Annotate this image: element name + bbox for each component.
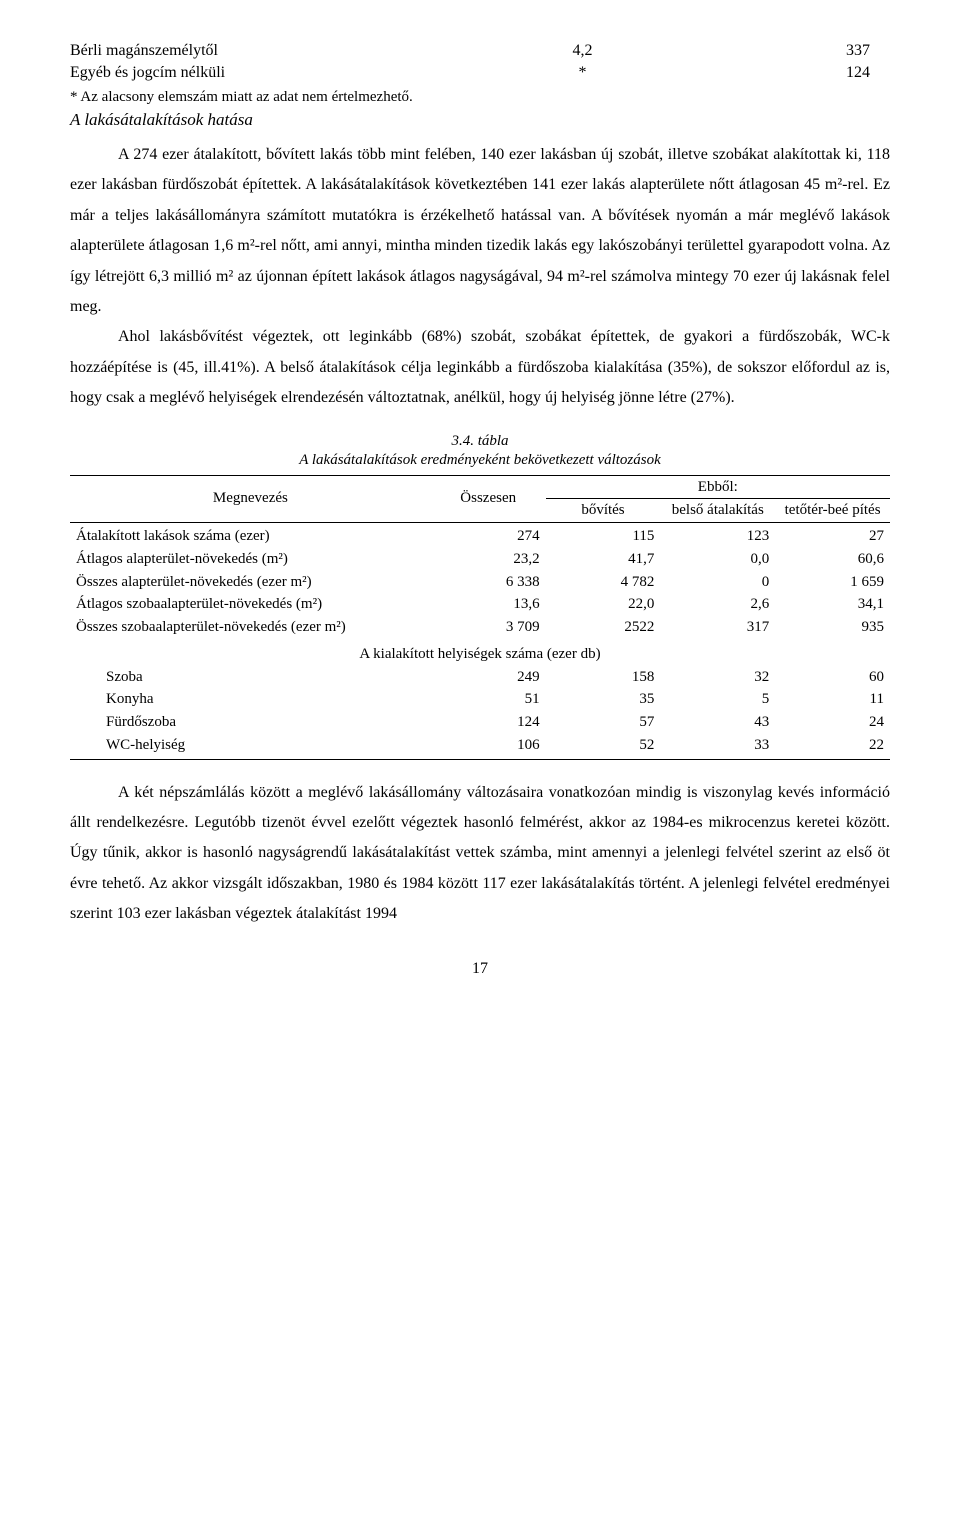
cell: 51: [431, 688, 546, 711]
cell: 34,1: [775, 593, 890, 616]
cell: 35: [546, 688, 661, 711]
row-value: 337: [685, 40, 890, 62]
table-row: Konyha 51 35 5 11: [70, 688, 890, 711]
cell: 3 709: [431, 616, 546, 639]
cell: 4 782: [546, 571, 661, 594]
cell: 24: [775, 711, 890, 734]
col-header: Ebből:: [546, 475, 890, 499]
results-table: Megnevezés Összesen Ebből: bővítés belső…: [70, 475, 890, 760]
cell: 5: [660, 688, 775, 711]
row-label: Átlagos alapterület-növekedés (m²): [70, 548, 431, 571]
cell: 249: [431, 666, 546, 689]
cell: 57: [546, 711, 661, 734]
cell: 41,7: [546, 548, 661, 571]
cell: 33: [660, 734, 775, 759]
row-label: WC-helyiség: [70, 734, 431, 759]
cell: 123: [660, 523, 775, 548]
cell: 60,6: [775, 548, 890, 571]
cell: 13,6: [431, 593, 546, 616]
table-row: Átalakított lakások száma (ezer) 274 115…: [70, 523, 890, 548]
header-row: Megnevezés Összesen Ebből:: [70, 475, 890, 499]
cell: 115: [546, 523, 661, 548]
row-label: Szoba: [70, 666, 431, 689]
row-value: 4,2: [480, 40, 685, 62]
cell: 23,2: [431, 548, 546, 571]
col-header: tetőtér-beé pítés: [775, 499, 890, 523]
cell: 43: [660, 711, 775, 734]
table-row: Fürdőszoba 124 57 43 24: [70, 711, 890, 734]
cell: 158: [546, 666, 661, 689]
caption-title: A lakásátalakítások eredményeként beköve…: [299, 452, 661, 468]
table-row: Egyéb és jogcím nélküli * 124: [70, 62, 890, 84]
row-value: 124: [685, 62, 890, 84]
cell: 32: [660, 666, 775, 689]
cell: 60: [775, 666, 890, 689]
row-value: *: [480, 62, 685, 84]
cell: 52: [546, 734, 661, 759]
row-label: Fürdőszoba: [70, 711, 431, 734]
section-row: A kialakított helyiségek száma (ezer db): [70, 639, 890, 666]
table-row: Bérli magánszemélytől 4,2 337: [70, 40, 890, 62]
table-row: Szoba 249 158 32 60: [70, 666, 890, 689]
paragraph: A két népszámlálás között a meglévő laká…: [70, 778, 890, 930]
row-label: Bérli magánszemélytől: [70, 40, 480, 62]
paragraph: Ahol lakásbővítést végeztek, ott leginká…: [70, 322, 890, 413]
page-number: 17: [70, 959, 890, 979]
cell: 106: [431, 734, 546, 759]
table-row: Átlagos alapterület-növekedés (m²) 23,2 …: [70, 548, 890, 571]
row-label: Egyéb és jogcím nélküli: [70, 62, 480, 84]
cell: 1 659: [775, 571, 890, 594]
table-row: Összes alapterület-növekedés (ezer m²) 6…: [70, 571, 890, 594]
cell: 935: [775, 616, 890, 639]
cell: 22,0: [546, 593, 661, 616]
cell: 27: [775, 523, 890, 548]
cell: 2522: [546, 616, 661, 639]
table-caption: 3.4. tábla A lakásátalakítások eredménye…: [70, 432, 890, 471]
section-title: A lakásátalakítások hatása: [70, 109, 890, 130]
table-row: WC-helyiség 106 52 33 22: [70, 734, 890, 759]
caption-number: 3.4. tábla: [451, 433, 508, 449]
section-label: A kialakított helyiségek száma (ezer db): [70, 639, 890, 666]
row-label: Átalakított lakások száma (ezer): [70, 523, 431, 548]
cell: 2,6: [660, 593, 775, 616]
row-label: Összes alapterület-növekedés (ezer m²): [70, 571, 431, 594]
table-row: Összes szobaalapterület-növekedés (ezer …: [70, 616, 890, 639]
row-label: Konyha: [70, 688, 431, 711]
row-label: Átlagos szobaalapterület-növekedés (m²): [70, 593, 431, 616]
col-header: belső átalakítás: [660, 499, 775, 523]
cell: 11: [775, 688, 890, 711]
paragraph: A 274 ezer átalakított, bővített lakás t…: [70, 140, 890, 322]
row-label: Összes szobaalapterület-növekedés (ezer …: [70, 616, 431, 639]
cell: 317: [660, 616, 775, 639]
table-row: Átlagos szobaalapterület-növekedés (m²) …: [70, 593, 890, 616]
cell: 0: [660, 571, 775, 594]
cell: 6 338: [431, 571, 546, 594]
col-header: Összesen: [431, 475, 546, 523]
cell: 22: [775, 734, 890, 759]
col-header: bővítés: [546, 499, 661, 523]
cell: 274: [431, 523, 546, 548]
top-data-table: Bérli magánszemélytől 4,2 337 Egyéb és j…: [70, 40, 890, 84]
col-header: Megnevezés: [70, 475, 431, 523]
footnote: * Az alacsony elemszám miatt az adat nem…: [70, 88, 890, 107]
cell: 124: [431, 711, 546, 734]
cell: 0,0: [660, 548, 775, 571]
